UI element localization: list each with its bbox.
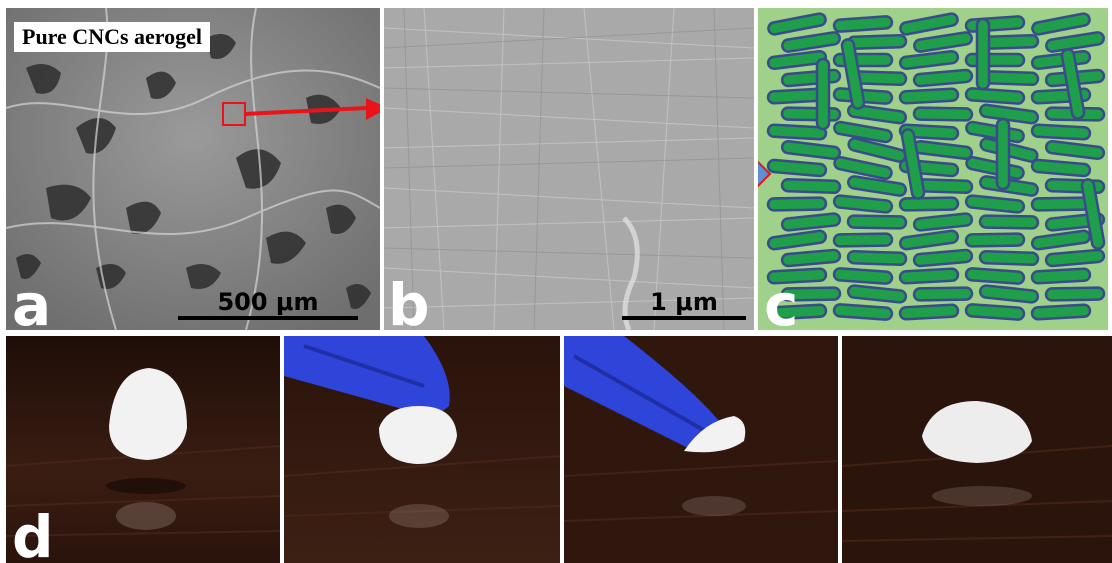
scale-bar-line — [622, 316, 746, 320]
cnc-rod — [780, 106, 842, 122]
cnc-rod — [978, 214, 1040, 230]
cnc-rod — [1030, 158, 1092, 178]
panel-b-sem-image: 1 μm b — [384, 8, 754, 330]
cnc-rod — [780, 248, 842, 268]
sem-nanocrystal-texture-image — [384, 8, 754, 330]
cnc-rod — [964, 52, 1026, 68]
panel-letter-d: d — [12, 503, 54, 563]
cnc-rod — [846, 33, 908, 51]
cnc-rod — [1044, 248, 1106, 268]
cnc-rod — [780, 286, 842, 302]
cnc-rod — [898, 49, 960, 71]
panel-d-photo-2 — [284, 336, 560, 563]
cnc-rod — [978, 284, 1040, 304]
blue-arrow — [758, 160, 772, 188]
cnc-rod — [832, 303, 894, 321]
scale-bar-label: 500 μm — [217, 288, 319, 316]
panel-letter-b: b — [388, 271, 430, 330]
cnc-rod — [766, 303, 828, 321]
cnc-rod — [898, 87, 960, 105]
cnc-rod — [1030, 303, 1092, 321]
cnc-rod — [781, 31, 841, 53]
cnc-rod — [815, 57, 831, 131]
cnc-rod — [766, 267, 828, 285]
flattened-aerogel-photo — [842, 336, 1112, 563]
cnc-rod — [847, 175, 907, 197]
panel-letter-a: a — [12, 271, 52, 330]
panel-title: Pure CNCs aerogel — [14, 22, 211, 52]
cnc-rod — [832, 15, 894, 33]
cnc-rod — [978, 249, 1040, 267]
cnc-rod — [898, 303, 960, 321]
cnc-rod — [964, 87, 1026, 105]
cnc-rod — [833, 120, 893, 144]
cnc-rod-schematic — [758, 8, 1108, 330]
scale-bar: 1 μm — [622, 284, 746, 320]
cnc-rod — [964, 15, 1026, 33]
cnc-rod — [780, 139, 842, 161]
cnc-rod — [912, 248, 974, 268]
cnc-rod — [846, 284, 908, 304]
cnc-rod — [766, 158, 828, 178]
cnc-rod — [1045, 31, 1105, 53]
cnc-rod — [1031, 12, 1091, 36]
cnc-rod — [964, 232, 1026, 248]
cnc-rod — [1030, 49, 1092, 71]
scale-bar-label: 1 μm — [650, 288, 718, 316]
panel-d-photo-1: d — [6, 336, 280, 563]
panel-d-photo-3 — [564, 336, 838, 563]
cnc-rod — [1030, 123, 1092, 141]
cnc-rod — [964, 267, 1026, 285]
cnc-rod — [780, 177, 842, 195]
cnc-rod — [846, 103, 908, 125]
cnc-rod — [832, 232, 894, 248]
cnc-rod — [899, 12, 959, 36]
cnc-rod — [840, 38, 866, 110]
cnc-rod — [913, 31, 973, 53]
cnc-rod — [1030, 267, 1092, 285]
cnc-rod — [912, 286, 974, 302]
cnc-rod — [898, 196, 960, 212]
cnc-rod — [766, 49, 828, 71]
cnc-rod — [964, 303, 1026, 321]
sem-porous-aerogel-image — [6, 8, 380, 330]
cnc-rod — [912, 106, 974, 122]
panel-c-schematic: c — [758, 8, 1108, 330]
cnc-rod — [1080, 178, 1106, 250]
cnc-rod — [912, 68, 974, 88]
cnc-rod — [833, 155, 893, 181]
panel-letter-c: c — [764, 271, 799, 330]
cnc-rod — [1060, 48, 1086, 120]
panel-d-photo-4 — [842, 336, 1112, 563]
cnc-rod — [767, 12, 827, 36]
cnc-rod — [898, 229, 960, 251]
cnc-rod — [832, 267, 894, 285]
scale-bar-line — [178, 316, 358, 320]
cnc-rod — [766, 123, 828, 141]
cnc-rod — [975, 17, 991, 91]
cnc-rod — [766, 196, 828, 212]
cnc-rod — [1030, 196, 1092, 212]
glove-press-photo — [284, 336, 560, 563]
cnc-rod — [846, 249, 908, 267]
cnc-rod — [912, 212, 974, 232]
cnc-rod — [832, 194, 894, 214]
glove-compress-photo — [564, 336, 838, 563]
aerogel-on-table-photo — [6, 336, 280, 563]
cnc-rod — [1044, 286, 1106, 302]
cnc-rod — [766, 229, 828, 251]
cnc-rod — [1044, 139, 1106, 161]
cnc-rod — [898, 267, 960, 285]
cnc-rod — [995, 117, 1011, 191]
cnc-rod — [846, 214, 908, 230]
scale-bar: 500 μm — [178, 284, 358, 320]
cnc-rod — [964, 194, 1026, 214]
panel-a-sem-image: Pure CNCs aerogel 500 μm a — [6, 8, 380, 330]
cnc-rod — [780, 212, 842, 232]
cnc-rod — [900, 128, 926, 200]
